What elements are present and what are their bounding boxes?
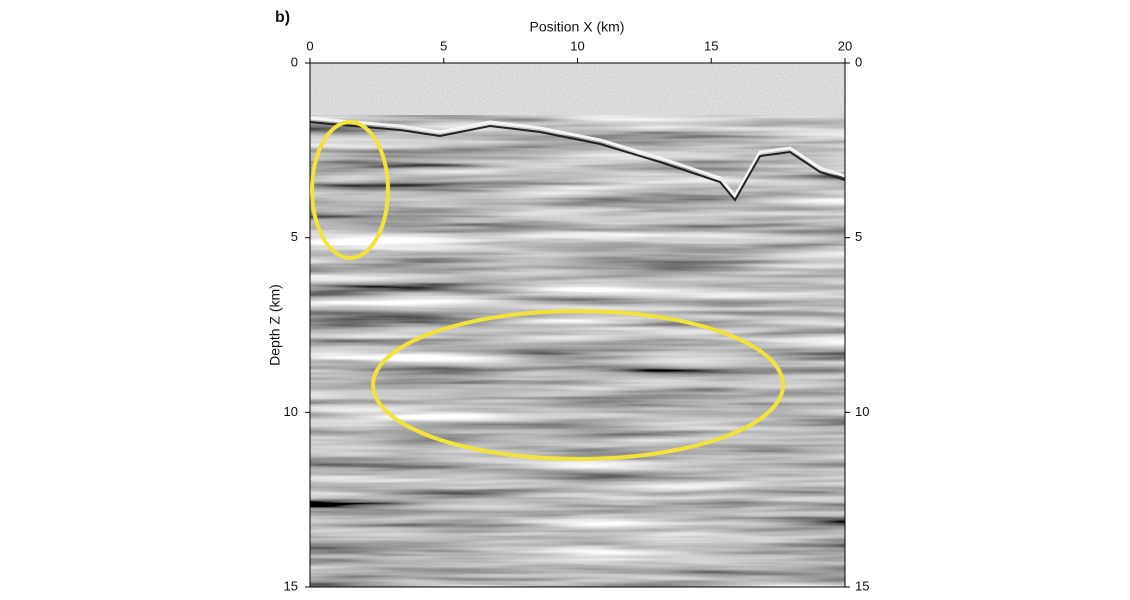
seismic-image: [310, 63, 845, 587]
x-axis-label: Position X (km): [530, 19, 625, 35]
x-tick-label: 15: [704, 38, 718, 53]
highlight-ellipse: [310, 120, 390, 260]
y-tick-label: 0: [291, 54, 298, 69]
y-tick-label: 5: [291, 229, 298, 244]
x-tick-label: 10: [570, 38, 584, 53]
y-tick-label: 10: [284, 404, 298, 419]
x-tick-label: 5: [440, 38, 447, 53]
y-tick-label-right: 10: [855, 404, 869, 419]
x-tick-label: 0: [306, 38, 313, 53]
x-tick-label: 20: [838, 38, 852, 53]
y-tick-label-right: 5: [855, 229, 862, 244]
y-tick-label-right: 15: [855, 578, 869, 593]
y-tick-label-right: 0: [855, 54, 862, 69]
y-axis-label: Depth Z (km): [267, 284, 283, 366]
highlight-ellipse: [371, 309, 785, 461]
panel-label: b): [275, 9, 290, 26]
y-tick-label: 15: [284, 578, 298, 593]
